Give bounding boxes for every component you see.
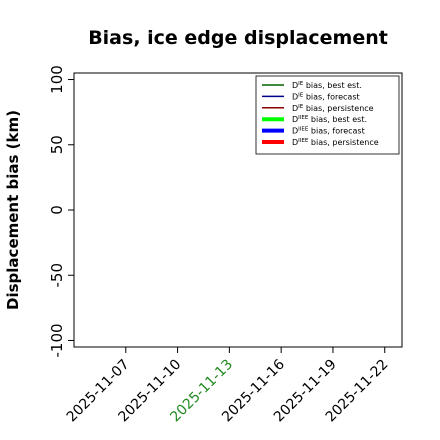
legend-entry: DIIEE bias, forecast: [292, 127, 365, 136]
legend-entry: DIE bias, best est.: [292, 81, 362, 90]
legend: DIE bias, best est. DIE bias, forecast DIE…: [255, 75, 400, 155]
y-tick-label: -50: [48, 263, 66, 288]
legend-entry: DIIEE bias, best est.: [292, 115, 367, 124]
y-axis: 100 50 0 -50 -100: [48, 65, 74, 357]
y-tick-label: 50: [48, 135, 66, 154]
y-tick-label: 0: [48, 205, 66, 215]
y-tick-label: 100: [48, 65, 66, 94]
legend-entry: DIE bias, persistence: [292, 104, 374, 113]
chart-title: Bias, ice edge displacement: [88, 27, 388, 49]
legend-entry: DIIEE bias, persistence: [292, 138, 379, 147]
legend-entry: DIE bias, forecast: [292, 92, 360, 101]
x-axis: 2025-11-072025-11-102025-11-132025-11-16…: [64, 347, 392, 425]
y-tick-label: -100: [48, 323, 66, 357]
y-axis-label: Displacement bias (km): [4, 110, 22, 310]
